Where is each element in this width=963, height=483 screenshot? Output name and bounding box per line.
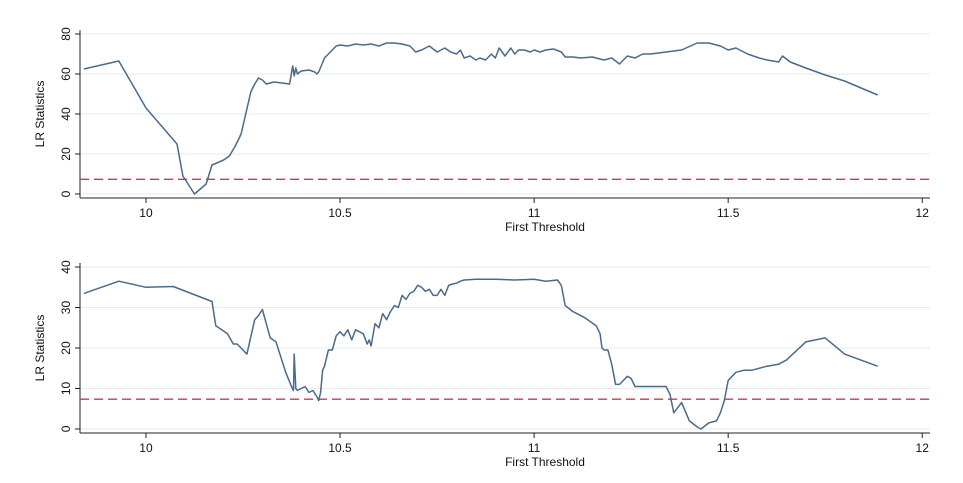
- x-axis-title-bottom: First Threshold: [505, 455, 585, 469]
- series-line-bottom-0: [83, 278, 878, 430]
- x-tick-label-bottom-0: 10: [139, 441, 153, 455]
- y-tick-label-top-2: 40: [59, 107, 73, 121]
- y-tick-label-top-1: 20: [59, 147, 73, 161]
- y-tick-label-top-3: 60: [59, 67, 73, 81]
- y-tick-label-bottom-4: 40: [59, 260, 73, 274]
- x-tick-label-bottom-1: 10.5: [328, 441, 352, 455]
- chart-panel-bottom: 0 10 20 30 40 10 10.5 11 11.5 12 First Threshold LR…: [33, 260, 930, 469]
- x-tick-label-bottom-4: 12: [916, 441, 930, 455]
- x-tick-label-bottom-2: 11: [528, 441, 541, 455]
- x-tick-label-top-0: 10: [139, 206, 153, 220]
- y-tick-label-top-0: 0: [59, 190, 73, 197]
- y-tick-label-bottom-1: 10: [59, 381, 73, 395]
- y-axis-title-bottom: LR Statistics: [33, 315, 47, 382]
- y-tick-label-bottom-0: 0: [59, 425, 73, 432]
- x-tick-label-top-2: 11: [528, 206, 541, 220]
- x-tick-label-top-3: 11.5: [717, 206, 740, 220]
- series-line-top-0: [83, 42, 878, 195]
- y-tick-label-bottom-2: 20: [59, 341, 73, 355]
- x-tick-label-top-4: 12: [916, 206, 930, 220]
- y-axis-title-top: LR Statistics: [33, 81, 47, 148]
- x-tick-label-top-1: 10.5: [328, 206, 352, 220]
- x-axis-title-top: First Threshold: [505, 220, 585, 234]
- chart-panel-top: 0 20 40 60 80 10 10.5 11 11.5 12 First Threshold LR…: [33, 27, 930, 234]
- y-tick-label-top-4: 80: [59, 27, 73, 41]
- x-tick-label-bottom-3: 11.5: [717, 441, 740, 455]
- y-tick-label-bottom-3: 30: [59, 301, 73, 315]
